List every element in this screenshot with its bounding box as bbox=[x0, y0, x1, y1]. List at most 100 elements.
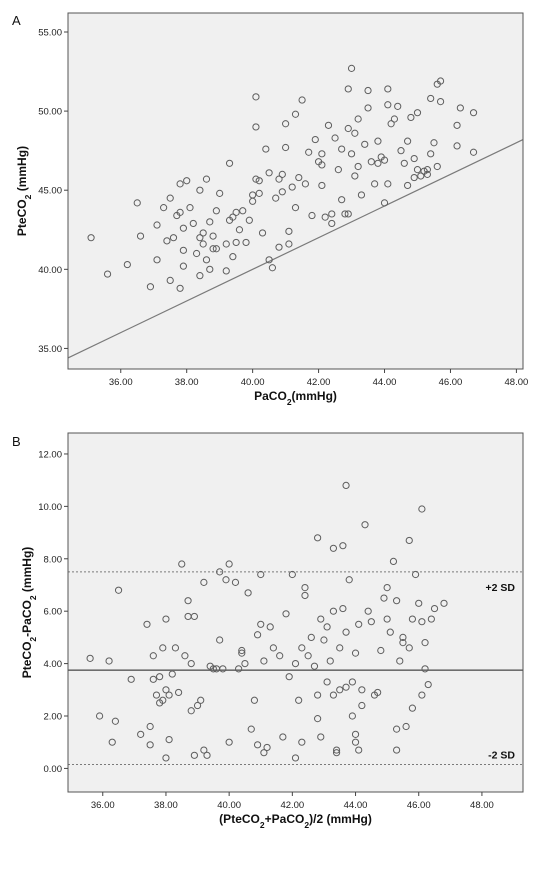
data-point bbox=[364, 607, 372, 615]
data-point bbox=[374, 688, 382, 697]
data-point bbox=[137, 730, 145, 738]
data-point bbox=[212, 207, 220, 215]
data-point bbox=[176, 208, 184, 216]
data-point bbox=[329, 691, 338, 699]
x-tick-label: 44.00 bbox=[373, 377, 397, 388]
data-point bbox=[424, 680, 432, 689]
data-point bbox=[187, 707, 195, 715]
data-point bbox=[341, 210, 349, 218]
data-point bbox=[436, 77, 445, 85]
data-point bbox=[156, 673, 164, 681]
data-point bbox=[456, 104, 464, 112]
data-point bbox=[308, 211, 316, 220]
data-point bbox=[190, 751, 198, 759]
data-point bbox=[415, 599, 423, 607]
data-point bbox=[249, 191, 257, 199]
data-point bbox=[162, 754, 170, 762]
y-tick-label: 6.00 bbox=[44, 607, 63, 618]
data-point bbox=[423, 166, 431, 174]
data-point bbox=[469, 148, 478, 156]
data-point bbox=[193, 701, 202, 710]
data-point bbox=[374, 137, 382, 145]
data-point bbox=[329, 607, 338, 615]
y-tick-label: 2.00 bbox=[44, 712, 63, 723]
data-point bbox=[111, 717, 119, 725]
data-point bbox=[348, 678, 356, 686]
data-point bbox=[253, 631, 262, 639]
data-point bbox=[153, 256, 161, 264]
data-point bbox=[238, 649, 246, 657]
data-point bbox=[332, 746, 341, 754]
data-point bbox=[190, 612, 198, 621]
data-point bbox=[275, 243, 283, 251]
data-point bbox=[404, 181, 412, 190]
panel-a: 36.00 38.00 40.00 42.00 44.00 46.00 48.00 35.00… bbox=[12, 12, 528, 407]
data-point bbox=[320, 636, 328, 644]
plot-frame bbox=[67, 432, 524, 793]
data-point bbox=[436, 98, 445, 106]
data-point bbox=[355, 746, 363, 754]
data-point bbox=[136, 232, 145, 240]
data-point bbox=[453, 142, 461, 150]
data-point bbox=[408, 704, 417, 712]
data-point bbox=[196, 234, 204, 242]
data-point bbox=[202, 256, 211, 264]
data-point bbox=[229, 213, 237, 221]
data-point bbox=[222, 267, 230, 275]
data-point bbox=[410, 154, 418, 163]
data-point bbox=[265, 169, 273, 177]
data-point bbox=[298, 738, 306, 746]
data-point bbox=[334, 166, 342, 174]
data-point bbox=[166, 276, 174, 284]
data-point bbox=[169, 234, 178, 242]
x-tick-label: 46.00 bbox=[407, 800, 431, 811]
data-point bbox=[291, 659, 300, 668]
x-axis-title: PaCO2(mmHg) bbox=[254, 389, 337, 407]
data-point bbox=[408, 615, 417, 623]
data-point bbox=[206, 218, 214, 226]
data-point bbox=[168, 670, 176, 678]
data-point bbox=[317, 733, 325, 741]
data-point bbox=[397, 147, 405, 155]
data-point bbox=[209, 232, 217, 240]
panel-b: 36.00 38.00 40.00 42.00 44.00 46.00 48.00 0.00 2… bbox=[12, 432, 524, 830]
plot-frame bbox=[67, 12, 524, 370]
data-point bbox=[288, 570, 296, 579]
data-point bbox=[87, 234, 95, 242]
data-point bbox=[354, 162, 362, 171]
data-point bbox=[219, 665, 227, 673]
data-point bbox=[103, 270, 112, 278]
data-point bbox=[197, 696, 205, 704]
data-point bbox=[163, 237, 171, 245]
data-point bbox=[318, 150, 326, 158]
data-point bbox=[384, 180, 392, 188]
data-point bbox=[174, 688, 183, 697]
data-point bbox=[394, 102, 402, 110]
data-point bbox=[393, 725, 401, 733]
data-point bbox=[235, 665, 243, 673]
data-point bbox=[336, 644, 344, 652]
data-point bbox=[386, 628, 394, 636]
data-point bbox=[159, 696, 167, 704]
data-point bbox=[216, 636, 224, 644]
data-point bbox=[269, 644, 277, 652]
data-point bbox=[209, 665, 217, 673]
data-point bbox=[301, 584, 309, 592]
y-axis-title: PteCO2 (mmHg) bbox=[15, 146, 33, 236]
data-point bbox=[222, 576, 230, 584]
data-point bbox=[453, 121, 461, 129]
data-point bbox=[418, 691, 426, 699]
data-point bbox=[417, 172, 425, 180]
data-point bbox=[192, 249, 201, 258]
data-point bbox=[255, 189, 263, 197]
data-point bbox=[225, 159, 234, 167]
y-tick-label: 0.00 bbox=[44, 764, 63, 775]
data-point bbox=[179, 246, 187, 254]
data-point bbox=[162, 686, 170, 694]
data-point bbox=[357, 191, 366, 199]
data-point bbox=[344, 85, 352, 93]
data-point bbox=[407, 113, 415, 122]
data-point bbox=[114, 586, 123, 594]
